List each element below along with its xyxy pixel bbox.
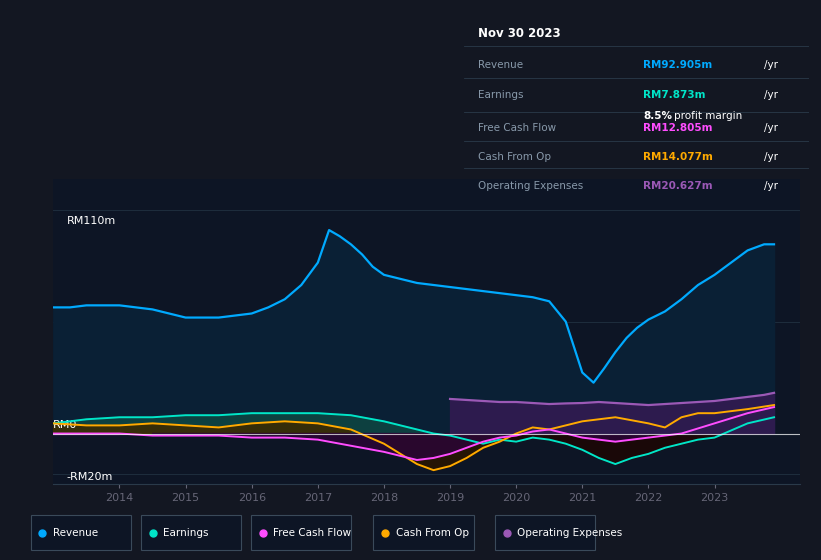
Text: /yr: /yr	[764, 181, 777, 191]
Text: Nov 30 2023: Nov 30 2023	[478, 27, 560, 40]
Text: Cash From Op: Cash From Op	[478, 152, 551, 162]
Text: Revenue: Revenue	[478, 60, 523, 71]
Text: /yr: /yr	[764, 152, 777, 162]
Text: profit margin: profit margin	[674, 111, 742, 122]
Text: RM12.805m: RM12.805m	[643, 123, 713, 133]
FancyBboxPatch shape	[495, 515, 595, 550]
Text: RM20.627m: RM20.627m	[643, 181, 713, 191]
Text: Operating Expenses: Operating Expenses	[478, 181, 583, 191]
Text: Earnings: Earnings	[163, 528, 209, 538]
FancyBboxPatch shape	[374, 515, 474, 550]
FancyBboxPatch shape	[251, 515, 351, 550]
Text: RM92.905m: RM92.905m	[643, 60, 713, 71]
Text: /yr: /yr	[764, 90, 777, 100]
FancyBboxPatch shape	[141, 515, 241, 550]
Text: /yr: /yr	[764, 123, 777, 133]
Text: RM110m: RM110m	[67, 216, 116, 226]
Text: -RM20m: -RM20m	[67, 472, 113, 482]
Text: RM7.873m: RM7.873m	[643, 90, 706, 100]
FancyBboxPatch shape	[30, 515, 131, 550]
Text: Cash From Op: Cash From Op	[396, 528, 469, 538]
Text: RM14.077m: RM14.077m	[643, 152, 713, 162]
Text: Free Cash Flow: Free Cash Flow	[478, 123, 556, 133]
Text: /yr: /yr	[764, 60, 777, 71]
Text: Earnings: Earnings	[478, 90, 523, 100]
Text: Free Cash Flow: Free Cash Flow	[273, 528, 351, 538]
Text: Revenue: Revenue	[53, 528, 98, 538]
Text: 8.5%: 8.5%	[643, 111, 672, 122]
Text: RM0: RM0	[53, 421, 78, 431]
Text: Operating Expenses: Operating Expenses	[517, 528, 622, 538]
